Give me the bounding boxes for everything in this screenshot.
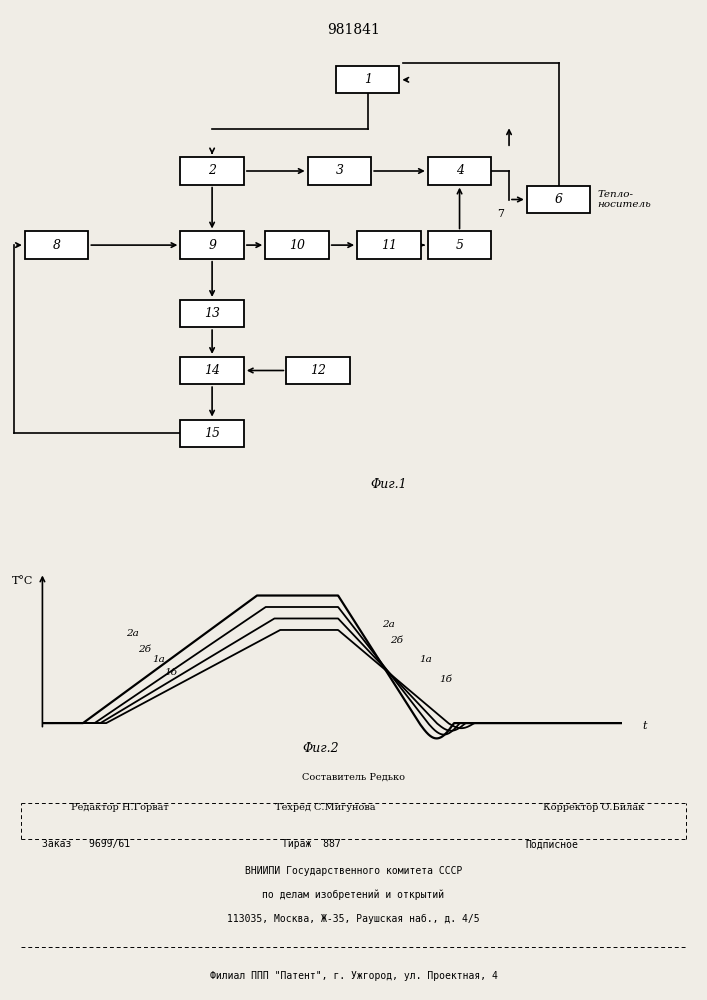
Text: 13: 13 (204, 307, 220, 320)
Bar (308, 157, 371, 185)
Text: 981841: 981841 (327, 23, 380, 37)
Text: 5: 5 (455, 239, 464, 252)
Bar (265, 231, 329, 259)
Text: Тепло-
носитель: Тепло- носитель (597, 190, 651, 209)
Text: Редактор Н.Горват: Редактор Н.Горват (71, 803, 168, 812)
Text: по делам изобретений и открытий: по делам изобретений и открытий (262, 890, 445, 900)
Text: Корректор О.Билак: Корректор О.Билак (543, 803, 645, 812)
Bar (286, 357, 350, 384)
Text: T°C: T°C (12, 576, 34, 586)
Text: 2: 2 (208, 164, 216, 178)
Text: 10: 10 (289, 239, 305, 252)
Text: 11: 11 (381, 239, 397, 252)
Text: 2а: 2а (127, 629, 139, 638)
Text: 1б: 1б (164, 668, 177, 677)
Text: Составитель Редько: Составитель Редько (302, 772, 405, 781)
Bar (428, 231, 491, 259)
Text: 14: 14 (204, 364, 220, 377)
Text: Заказ   9699/61: Заказ 9699/61 (42, 839, 131, 849)
Text: Φиг.1: Φиг.1 (370, 478, 407, 491)
Bar (336, 66, 399, 93)
Text: t: t (643, 721, 647, 731)
Bar (357, 231, 421, 259)
Bar (180, 157, 244, 185)
Text: 7: 7 (497, 209, 504, 219)
Bar (180, 357, 244, 384)
Text: 2а: 2а (382, 620, 395, 629)
Text: 6: 6 (554, 193, 563, 206)
Text: 1а: 1а (419, 655, 432, 664)
Text: 12: 12 (310, 364, 326, 377)
Text: Подписное: Подписное (525, 839, 578, 849)
Text: Филиал ППП "Патент", г. Ужгород, ул. Проектная, 4: Филиал ППП "Патент", г. Ужгород, ул. Про… (209, 971, 498, 981)
Bar (180, 300, 244, 327)
Text: 3: 3 (335, 164, 344, 178)
Text: 113035, Москва, Ж-35, Раушская наб., д. 4/5: 113035, Москва, Ж-35, Раушская наб., д. … (227, 914, 480, 924)
Text: ВНИИПИ Государственного комитета СССР: ВНИИПИ Государственного комитета СССР (245, 866, 462, 876)
Text: 8: 8 (52, 239, 61, 252)
Text: Техред С.Мигунова: Техред С.Мигунова (275, 803, 375, 812)
Bar (428, 157, 491, 185)
Text: Тираж  887: Тираж 887 (281, 839, 341, 849)
Text: 15: 15 (204, 427, 220, 440)
Text: 2б: 2б (390, 636, 403, 645)
Text: Φиг.2: Φиг.2 (303, 742, 339, 755)
Bar (180, 420, 244, 447)
Bar (25, 231, 88, 259)
Text: 2б: 2б (138, 645, 151, 654)
Text: 1б: 1б (440, 675, 452, 684)
Text: 1а: 1а (153, 655, 165, 664)
Text: 9: 9 (208, 239, 216, 252)
Text: 4: 4 (455, 164, 464, 178)
Bar (180, 231, 244, 259)
Text: 1: 1 (363, 73, 372, 86)
Bar (527, 186, 590, 213)
